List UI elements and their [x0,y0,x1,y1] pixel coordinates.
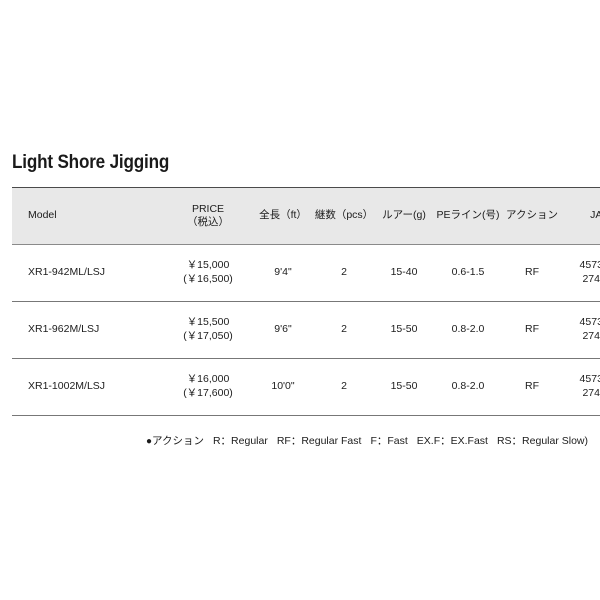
price-with-tax: (￥17,600) [183,387,233,399]
action-legend-note: ●アクション R：Regular RF：Regular Fast F：Fast EX.F… [12,433,588,448]
cell-pieces: 2 [314,358,374,416]
column-header-model-label: Model [28,209,57,222]
column-header-lure: ルアー(g) [374,187,434,245]
lure-value: 15-50 [390,380,418,393]
cell-price: ￥15,000 (￥16,500) [164,244,252,302]
table-row: XR1-942ML/LSJ ￥15,000 (￥16,500) 9'4" 2 1… [12,244,600,302]
column-header-lure-label: ルアー(g) [382,209,426,222]
jan-line2: 274515 [582,273,600,285]
price-with-tax: (￥16,500) [183,273,233,285]
cell-peline: 0.8-2.0 [434,301,502,359]
cell-jan: 4573236 274539 [562,358,600,416]
jan-line1: 4573236 [579,316,600,329]
note-legend-r: R：Regular [212,435,268,447]
jan-line2: 274539 [582,387,600,399]
cell-length: 10'0" [252,358,314,416]
column-header-price-line1: PRICE [191,202,225,215]
lure-value: 15-40 [390,266,418,279]
pieces-value: 2 [341,323,347,336]
cell-length: 9'4" [252,244,314,302]
table-body: XR1-942ML/LSJ ￥15,000 (￥16,500) 9'4" 2 1… [12,244,600,416]
column-header-jan: JAN [562,187,600,245]
model-name: XR1-962M/LSJ [28,323,100,336]
length-value: 9'4" [274,266,292,279]
cell-peline: 0.8-2.0 [434,358,502,416]
length-value: 10'0" [271,380,295,393]
peline-value: 0.8-2.0 [451,380,485,393]
action-value: RF [525,266,539,279]
column-header-peline: PEライン(号) [434,187,502,245]
model-name: XR1-1002M/LSJ [28,380,106,393]
cell-model: XR1-1002M/LSJ [12,358,164,416]
column-header-action: アクション [502,187,562,245]
length-value: 9'6" [274,323,292,336]
spec-table-container: Model PRICE （税込） 全長（ft） 継数（pcs） ルアー(g) [12,187,600,416]
column-header-price: PRICE （税込） [164,187,252,245]
cell-model: XR1-962M/LSJ [12,301,164,359]
note-label: アクション [151,435,204,447]
cell-pieces: 2 [314,244,374,302]
jan-line1: 4573236 [579,259,600,272]
column-header-length-label: 全長（ft） [259,209,307,222]
cell-jan: 4573236 274522 [562,301,600,359]
cell-pieces: 2 [314,301,374,359]
cell-action: RF [502,358,562,416]
cell-lure: 15-50 [374,358,434,416]
table-row: XR1-1002M/LSJ ￥16,000 (￥17,600) 10'0" 2 … [12,358,600,416]
note-legend-f: F：Fast [370,435,408,447]
column-header-peline-label: PEライン(号) [436,209,500,222]
action-value: RF [525,380,539,393]
cell-lure: 15-50 [374,301,434,359]
cell-length: 9'6" [252,301,314,359]
column-header-length: 全長（ft） [252,187,314,245]
note-legend-exf: EX.F：EX.Fast [416,435,488,447]
cell-price: ￥16,000 (￥17,600) [164,358,252,416]
cell-action: RF [502,301,562,359]
price-main: ￥15,000 [186,259,230,272]
pieces-value: 2 [341,266,347,279]
lure-value: 15-50 [390,323,418,336]
pieces-value: 2 [341,380,347,393]
specification-table: Model PRICE （税込） 全長（ft） 継数（pcs） ルアー(g) [12,187,600,416]
cell-action: RF [502,244,562,302]
model-name: XR1-942ML/LSJ [28,266,106,279]
cell-lure: 15-40 [374,244,434,302]
peline-value: 0.6-1.5 [451,266,485,279]
action-value: RF [525,323,539,336]
jan-line2: 274522 [582,330,600,342]
note-legend-rf: RF：Regular Fast [276,435,362,447]
column-header-price-line2: （税込） [187,216,229,228]
column-header-model: Model [12,187,164,245]
price-main: ￥16,000 [186,373,230,386]
cell-peline: 0.6-1.5 [434,244,502,302]
table-header-row: Model PRICE （税込） 全長（ft） 継数（pcs） ルアー(g) [12,187,600,245]
table-header: Model PRICE （税込） 全長（ft） 継数（pcs） ルアー(g) [12,187,600,245]
column-header-jan-label: JAN [590,209,600,222]
peline-value: 0.8-2.0 [451,323,485,336]
jan-line1: 4573236 [579,373,600,386]
column-header-action-label: アクション [506,209,558,222]
column-header-pieces-label: 継数（pcs） [314,209,374,222]
cell-price: ￥15,500 (￥17,050) [164,301,252,359]
price-with-tax: (￥17,050) [183,330,233,342]
cell-jan: 4573236 274515 [562,244,600,302]
page-title: Light Shore Jigging [12,152,170,173]
note-legend-rs: RS：Regular Slow) [496,435,588,447]
price-main: ￥15,500 [186,316,230,329]
table-row: XR1-962M/LSJ ￥15,500 (￥17,050) 9'6" 2 15… [12,301,600,359]
bullet-icon: ● [145,436,152,447]
column-header-pieces: 継数（pcs） [314,187,374,245]
cell-model: XR1-942ML/LSJ [12,244,164,302]
